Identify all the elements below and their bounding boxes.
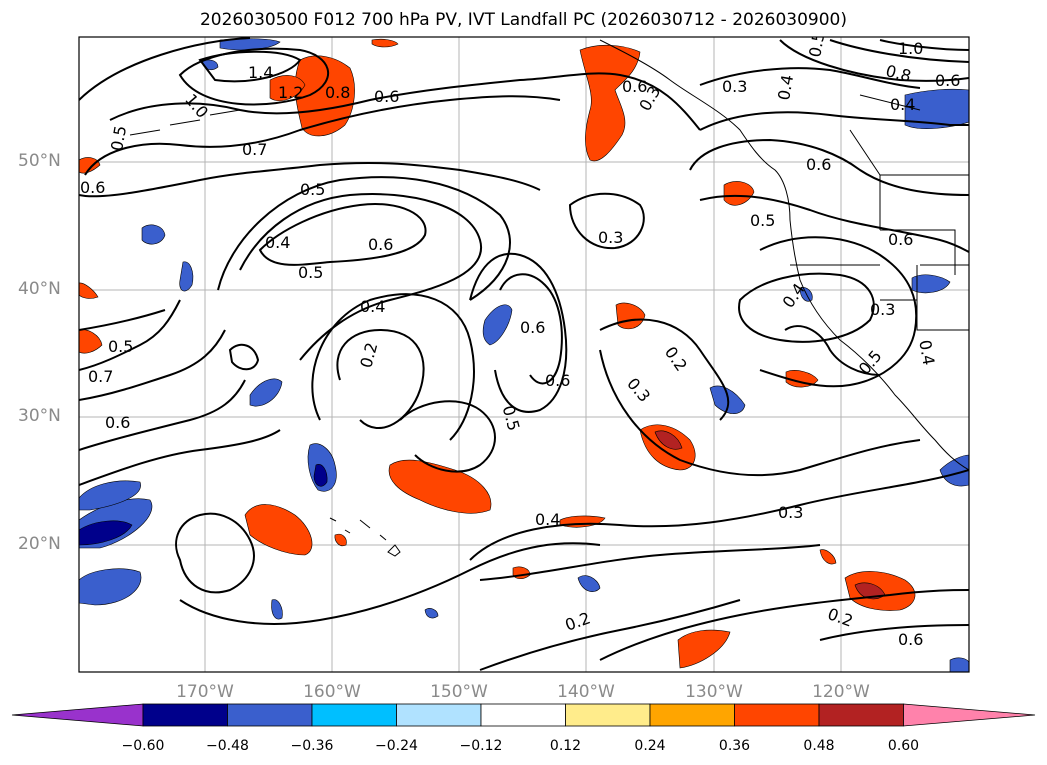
contour-label: 0.2: [661, 343, 691, 375]
contour-label: 1.2: [278, 83, 303, 102]
colorbar-segment: [142, 703, 228, 727]
contour-label: 0.3: [778, 503, 803, 522]
contour-label: 0.5: [108, 337, 133, 356]
contour-label: 0.5: [298, 263, 323, 282]
colorbar-tick: −0.36: [290, 738, 334, 754]
colorbar-tick: 0.48: [803, 738, 835, 754]
contour-label: 0.5: [499, 403, 524, 433]
contour-label: 0.2: [356, 340, 381, 370]
contour-label: 0.6: [935, 71, 960, 90]
colorbar-tick: −0.12: [459, 738, 503, 754]
contour-label: 0.7: [88, 367, 113, 386]
contour-label: 0.4: [774, 73, 797, 101]
contour-label: 0.4: [779, 280, 809, 312]
contour-label: 1.0: [181, 90, 212, 122]
colorbar-tick: −0.60: [121, 738, 165, 754]
contour-label: 0.8: [325, 83, 350, 102]
contour-label: 0.4: [360, 297, 385, 316]
contour-label: 1.4: [248, 63, 273, 82]
colorbar-extend-high: [903, 703, 1036, 727]
map-title: 2026030500 F012 700 hPa PV, IVT Landfall…: [199, 10, 847, 30]
contour-label: 0.6: [80, 178, 105, 197]
negative-anomaly-fill: [79, 38, 969, 672]
contour-label: 1.0: [898, 39, 923, 58]
plot-frame: [78, 36, 970, 673]
colorbar-tick: −0.24: [375, 738, 418, 754]
coastlines: [129, 39, 969, 557]
colorbar-segment: [311, 703, 397, 727]
colorbar-tick: 0.12: [549, 738, 582, 754]
contour-label: 0.3: [722, 77, 747, 96]
contour-label: 0.3: [598, 228, 623, 247]
contour-label: 0.6: [105, 413, 130, 432]
lat-label-40n: 40°N: [18, 279, 61, 299]
lon-label-170w: 170°W: [176, 682, 234, 702]
contour-label: 0.4: [915, 338, 938, 366]
lon-label-150w: 150°W: [430, 682, 488, 702]
contour-label: 0.5: [805, 30, 828, 58]
lat-label-20n: 20°N: [18, 534, 61, 554]
colorbar-segment: [649, 703, 735, 727]
contour-label: 0.3: [623, 374, 654, 406]
contour-label: 0.6: [898, 630, 923, 649]
positive-anomaly-fill: [79, 38, 916, 669]
contour-label: 0.6: [806, 155, 831, 174]
contour-label: 0.6: [368, 235, 393, 254]
contour-label: 0.4: [265, 233, 290, 252]
contour-label: 0.6: [520, 318, 545, 337]
colorbar-tick: −0.48: [206, 738, 249, 754]
colorbar-segment: [480, 703, 566, 727]
colorbar-extend-low: [11, 703, 144, 727]
colorbar-segment: [227, 703, 313, 727]
contour-label: 0.6: [545, 371, 570, 390]
lon-label-120w: 120°W: [812, 682, 870, 702]
contour-label: 0.4: [535, 510, 560, 529]
contour-label: 0.6: [888, 230, 913, 249]
lon-label-160w: 160°W: [303, 682, 361, 702]
contour-label: 0.5: [107, 124, 130, 152]
lat-label-30n: 30°N: [18, 406, 61, 426]
colorbar-tick: 0.36: [718, 738, 751, 754]
contour-label: 0.6: [374, 87, 399, 106]
contour-label: 0.6: [622, 77, 647, 96]
contour-label: 0.2: [563, 608, 593, 635]
pv-contours: [79, 37, 969, 671]
colorbar-segment: [396, 703, 482, 727]
contour-label: 0.5: [300, 180, 325, 199]
contour-label: 0.2: [825, 604, 855, 631]
contour-label: 0.3: [870, 300, 895, 319]
contour-label: 0.5: [750, 211, 775, 230]
contour-label: 0.4: [890, 95, 915, 114]
colorbar-segment: [734, 703, 820, 727]
colorbar-segment: [818, 703, 904, 727]
lon-label-130w: 130°W: [685, 682, 743, 702]
colorbar: [11, 703, 1036, 727]
contour-label: 0.7: [242, 140, 267, 159]
colorbar-segment: [565, 703, 651, 727]
lon-label-140w: 140°W: [557, 682, 615, 702]
colorbar-tick: 0.24: [634, 738, 666, 754]
lat-label-50n: 50°N: [18, 151, 61, 171]
colorbar-tick: 0.60: [887, 738, 920, 754]
gridlines: [79, 37, 969, 672]
